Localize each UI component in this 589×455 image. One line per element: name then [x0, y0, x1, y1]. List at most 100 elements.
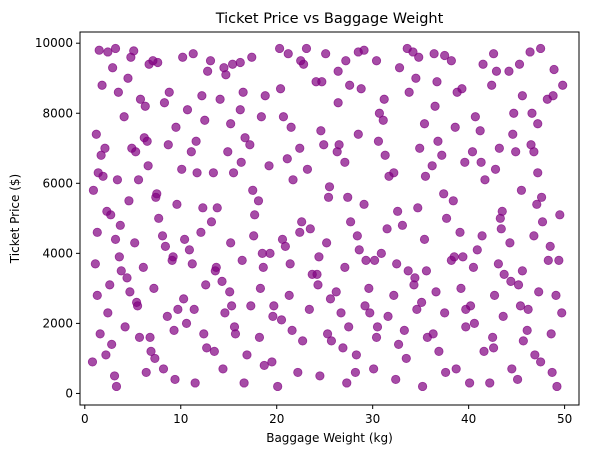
data-point: [382, 224, 392, 234]
data-point: [341, 56, 351, 66]
data-point: [518, 336, 528, 346]
data-point: [344, 322, 354, 332]
y-tick-label: 0: [65, 386, 73, 400]
data-point: [491, 66, 502, 76]
data-point: [113, 87, 123, 97]
data-point: [198, 203, 208, 213]
data-point: [178, 52, 188, 62]
data-point: [258, 262, 268, 272]
data-point: [98, 171, 108, 181]
data-point: [352, 231, 362, 241]
data-point: [477, 231, 487, 241]
data-point: [94, 45, 104, 55]
data-point: [162, 311, 172, 321]
y-tick-label: 6000: [42, 176, 73, 190]
data-point: [512, 374, 523, 385]
data-point: [533, 119, 543, 129]
data-point: [129, 46, 139, 56]
data-point: [217, 276, 227, 286]
data-point: [143, 161, 153, 171]
data-point: [105, 280, 115, 290]
y-tick-label: 2000: [42, 316, 73, 330]
data-point: [249, 231, 259, 241]
data-point: [431, 287, 441, 297]
data-point: [536, 192, 547, 202]
data-point: [359, 45, 369, 55]
data-point: [333, 66, 343, 76]
x-tick-label: 20: [269, 412, 284, 426]
data-point: [397, 220, 408, 230]
data-point: [421, 266, 432, 276]
data-point: [499, 269, 509, 279]
data-point: [549, 64, 559, 75]
data-point: [286, 122, 296, 132]
data-point: [192, 168, 202, 178]
data-point: [529, 231, 539, 241]
data-point: [150, 353, 160, 364]
data-point: [218, 364, 228, 374]
data-point: [259, 360, 269, 371]
data-point: [163, 140, 173, 150]
data-point: [323, 192, 334, 202]
data-point: [371, 332, 382, 342]
data-point: [401, 353, 411, 364]
data-point: [314, 252, 324, 262]
data-point: [239, 378, 249, 388]
data-point: [90, 259, 100, 269]
data-point: [191, 136, 201, 146]
data-point: [235, 105, 245, 115]
data-point: [441, 213, 452, 223]
data-point: [228, 168, 239, 178]
data-point: [87, 357, 98, 367]
data-point: [340, 157, 350, 167]
data-point: [513, 280, 524, 290]
data-point: [114, 252, 124, 262]
data-point: [506, 276, 516, 286]
data-point: [206, 217, 217, 227]
data-point: [287, 325, 297, 335]
data-point: [212, 203, 222, 213]
data-point: [133, 175, 144, 185]
data-point: [378, 115, 388, 125]
x-tick-label: 40: [461, 412, 476, 426]
data-point: [551, 290, 561, 300]
data-point: [130, 238, 140, 248]
data-point: [190, 378, 200, 388]
data-point: [422, 332, 432, 342]
y-axis-ticks: 0 2000 4000 6000 8000 10000: [35, 36, 80, 400]
data-point: [525, 47, 535, 57]
data-point: [558, 80, 568, 90]
data-point: [448, 196, 458, 206]
data-point: [142, 136, 152, 146]
data-point: [461, 322, 471, 332]
data-point: [391, 374, 401, 385]
data-point: [305, 224, 315, 234]
data-point: [96, 150, 106, 160]
x-tick-label: 30: [365, 412, 380, 426]
data-point: [240, 133, 250, 143]
data-point: [383, 311, 393, 321]
data-point: [159, 98, 170, 108]
data-point: [379, 94, 389, 104]
x-axis-label: Baggage Weight (kg): [266, 431, 393, 445]
data-point: [333, 98, 343, 108]
data-point: [260, 91, 270, 101]
data-point: [411, 73, 421, 83]
data-point: [313, 280, 323, 290]
data-point: [187, 259, 197, 269]
data-point: [403, 266, 413, 276]
data-point: [274, 43, 285, 54]
data-point: [225, 287, 235, 297]
data-point: [103, 47, 113, 57]
data-point: [493, 259, 503, 269]
data-point: [545, 241, 555, 251]
data-point: [350, 367, 361, 378]
data-point: [440, 308, 450, 318]
data-point: [282, 154, 292, 164]
data-point: [134, 332, 145, 342]
data-point: [536, 43, 546, 54]
data-point: [110, 43, 121, 54]
data-point: [452, 87, 462, 97]
data-point: [298, 59, 309, 69]
